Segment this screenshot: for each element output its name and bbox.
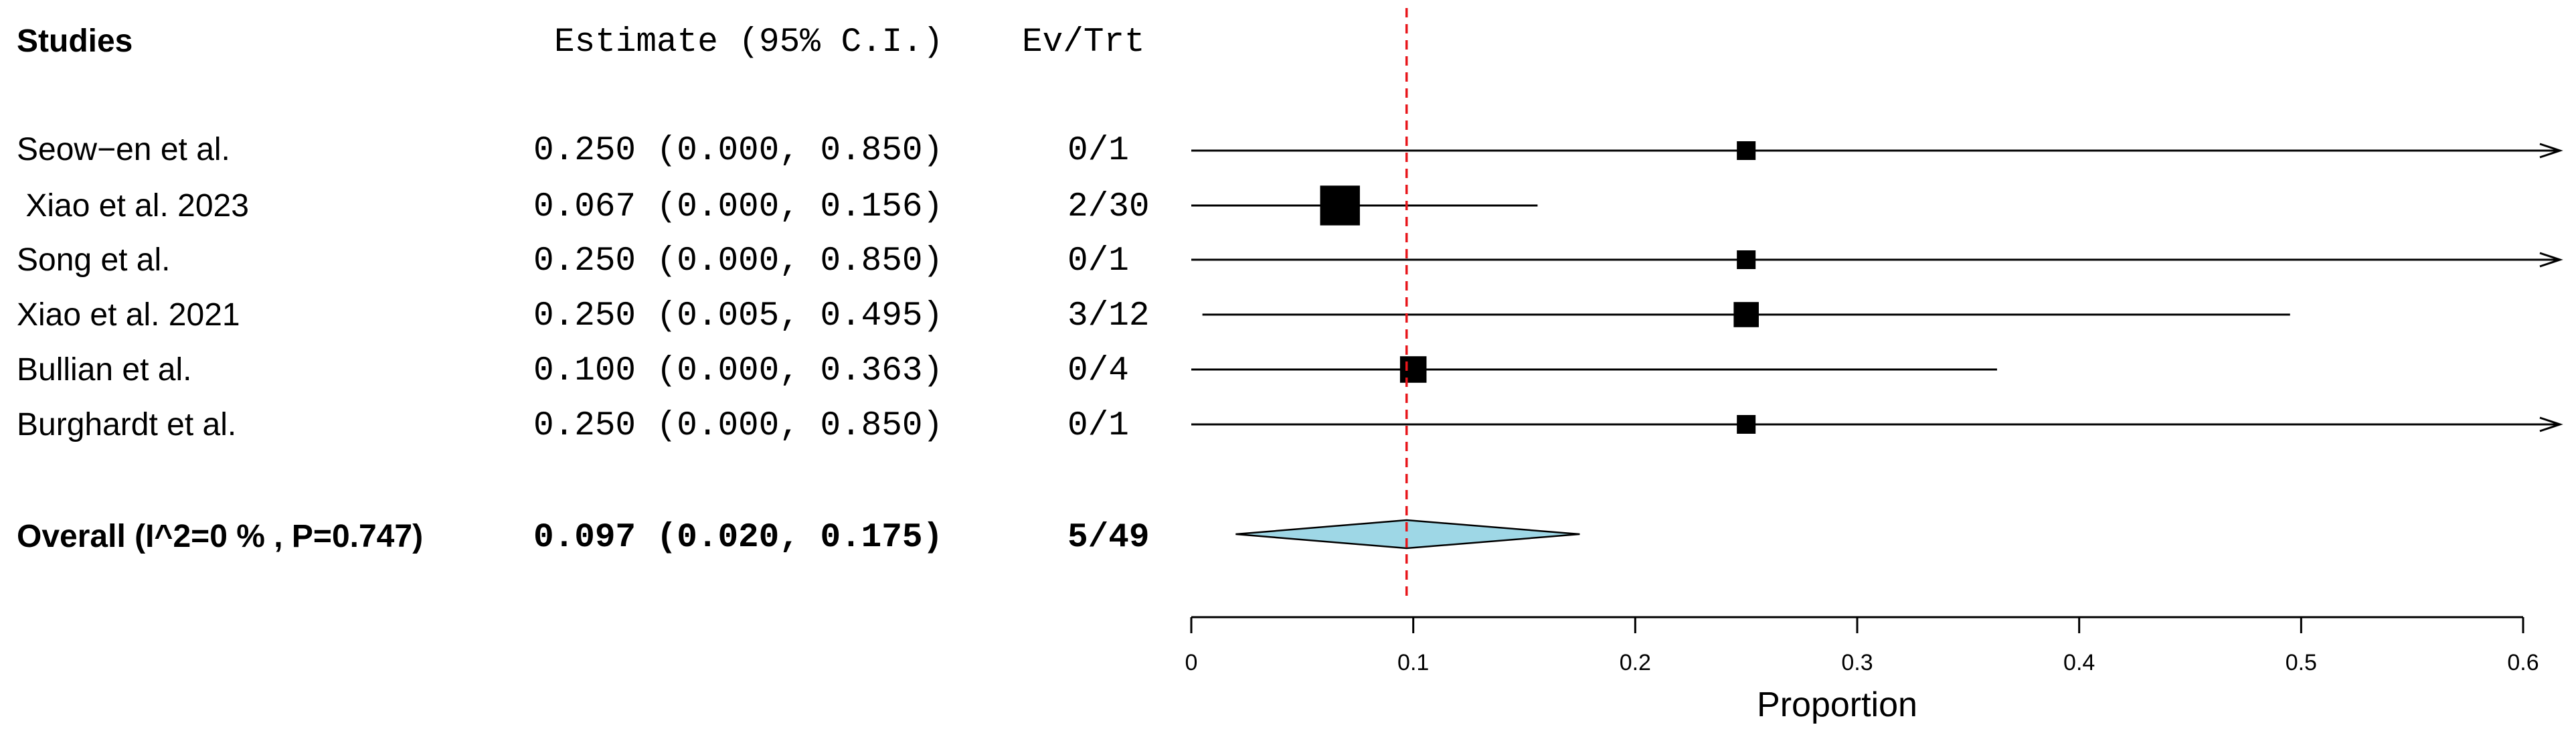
study-name: Song et al. (17, 242, 171, 278)
study-name: Seow−en et al. (17, 132, 230, 167)
study-marker (1320, 185, 1360, 226)
study-name: Xiao et al. 2023 (17, 188, 249, 224)
study-marker (1737, 250, 1756, 269)
overall-diamond (1235, 519, 1580, 550)
study-events: 0/1 (1067, 242, 1129, 280)
column-header-estimate: Estimate (95% C.I.) (554, 23, 944, 62)
overall-name: Overall (I^2=0 % , P=0.747) (17, 519, 424, 554)
study-estimate: 0.250 (0.000, 0.850) (533, 242, 944, 280)
study-events: 0/1 (1067, 132, 1129, 170)
study-events: 0/1 (1067, 407, 1129, 445)
x-tick-label: 0.5 (2286, 650, 2317, 675)
x-tick-label: 0.1 (1397, 650, 1429, 675)
study-name: Bullian et al. (17, 352, 192, 388)
study-estimate: 0.250 (0.005, 0.495) (533, 297, 944, 335)
study-marker (1733, 302, 1759, 327)
study-estimate: 0.250 (0.000, 0.850) (533, 407, 944, 445)
study-estimate: 0.100 (0.000, 0.363) (533, 352, 944, 390)
x-tick-label: 0 (1185, 650, 1198, 675)
ci-arrow (2539, 416, 2563, 432)
x-axis-label: Proportion (1757, 685, 1917, 724)
study-estimate: 0.250 (0.000, 0.850) (533, 132, 944, 170)
study-marker (1737, 415, 1756, 434)
study-marker (1737, 141, 1756, 160)
study-events: 3/12 (1067, 297, 1150, 335)
ci-arrow (2539, 143, 2563, 159)
overall-events: 5/49 (1067, 519, 1150, 557)
study-events: 2/30 (1067, 188, 1150, 226)
study-name: Burghardt et al. (17, 407, 237, 442)
study-events: 0/4 (1067, 352, 1129, 390)
study-marker (1399, 356, 1427, 383)
study-estimate: 0.067 (0.000, 0.156) (533, 188, 944, 226)
ci-arrow (2539, 252, 2563, 268)
x-tick-label: 0.6 (2507, 650, 2539, 675)
column-header-studies: Studies (17, 23, 133, 59)
column-header-events: Ev/Trt (1022, 23, 1145, 62)
x-tick-label: 0.3 (1841, 650, 1873, 675)
overall-estimate: 0.097 (0.020, 0.175) (533, 519, 944, 557)
x-tick-label: 0.4 (2063, 650, 2095, 675)
x-tick-label: 0.2 (1620, 650, 1651, 675)
study-name: Xiao et al. 2021 (17, 297, 240, 333)
